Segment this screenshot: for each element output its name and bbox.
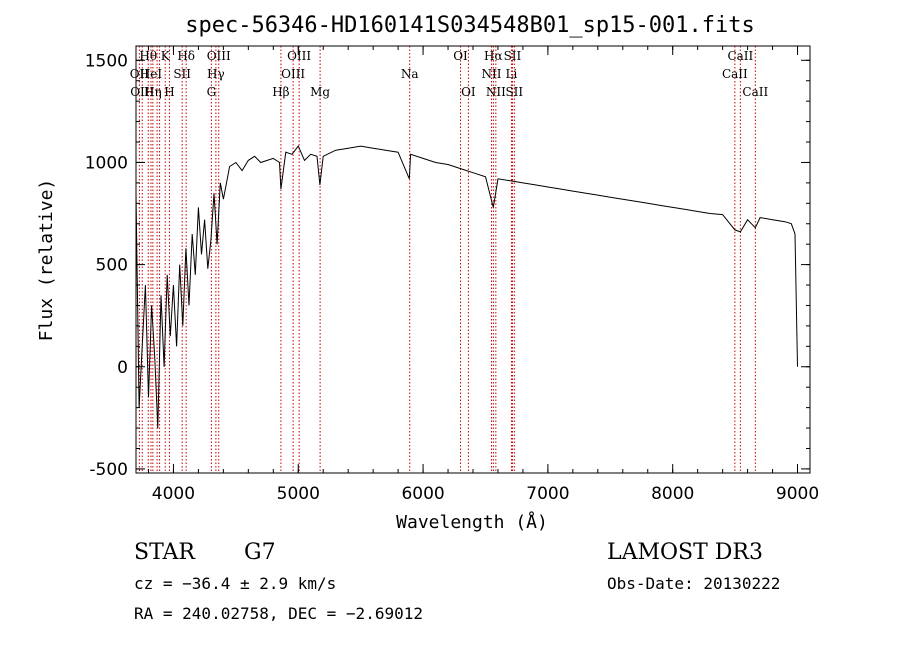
x-tick-label: 4000: [152, 484, 195, 504]
y-tick-label: 0: [117, 358, 128, 378]
subclass: G7: [244, 540, 276, 565]
object-type: STAR: [134, 540, 196, 565]
line-marker-label: H: [164, 85, 174, 99]
coordinates-text: RA = 240.02758, DEC = −2.69012: [134, 604, 423, 623]
line-marker-label: CaII: [727, 49, 753, 63]
line-marker-label: HeI: [140, 67, 163, 81]
x-tick-label: 9000: [776, 484, 819, 504]
x-tick-label: 5000: [277, 484, 320, 504]
y-tick-label: 500: [96, 256, 128, 276]
line-marker-label: Mg: [310, 85, 330, 99]
line-marker-label: OIII: [281, 67, 305, 81]
survey-name: LAMOST DR3: [607, 540, 763, 565]
line-marker-label: NII: [481, 67, 501, 81]
y-tick-label: 1000: [85, 153, 128, 173]
line-marker-label: NII: [486, 85, 506, 99]
obs-date-text: Obs-Date: 20130222: [607, 574, 780, 593]
line-marker-label: Hγ: [207, 67, 225, 81]
x-tick-label: 8000: [651, 484, 694, 504]
line-marker-label: Na: [401, 67, 419, 81]
x-tick-label: 6000: [401, 484, 444, 504]
line-marker-label: CaII: [722, 67, 748, 81]
x-axis-ticks: 4000 5000 6000 7000 8000 9000: [147, 46, 819, 504]
y-tick-label: -500: [89, 460, 128, 480]
line-marker-label: OIII: [207, 49, 231, 63]
line-marker-labels: OIIOIIIHθHeIHηKHSIIHδGHγOIIIHβOIIIOIIIMg…: [130, 49, 769, 99]
y-tick-label: 1500: [85, 51, 128, 71]
line-marker-label: Li: [506, 67, 518, 81]
y-axis-label: Flux (relative): [36, 179, 57, 342]
y-axis-ticks: -500 0 500 1000 1500: [85, 51, 810, 480]
line-marker-label: SII: [505, 85, 523, 99]
line-marker-label: Hδ: [177, 49, 195, 63]
line-marker-label: Hβ: [272, 85, 289, 99]
line-marker-label: OI: [461, 85, 476, 99]
line-marker-label: SII: [173, 67, 191, 81]
line-marker-label: Hα: [484, 49, 503, 63]
x-axis-label: Wavelength (Å): [396, 511, 548, 533]
line-marker-label: OI: [453, 49, 468, 63]
spectrum-line: [135, 145, 798, 429]
line-markers: [138, 46, 756, 473]
x-tick-label: 7000: [526, 484, 569, 504]
line-marker-label: Hη: [144, 85, 162, 99]
line-marker-label: K: [161, 49, 171, 63]
line-marker-label: G: [207, 85, 217, 99]
chart-title: spec-56346-HD160141S034548B01_sp15-001.f…: [185, 13, 755, 38]
line-marker-label: Hθ: [139, 49, 157, 63]
redshift-text: cz = −36.4 ± 2.9 km/s: [134, 574, 336, 593]
line-marker-label: SII: [504, 49, 522, 63]
line-marker-label: OII: [130, 67, 150, 81]
line-marker-label: CaII: [742, 85, 768, 99]
plot-frame: [135, 45, 811, 474]
line-marker-label: OIII: [287, 49, 311, 63]
